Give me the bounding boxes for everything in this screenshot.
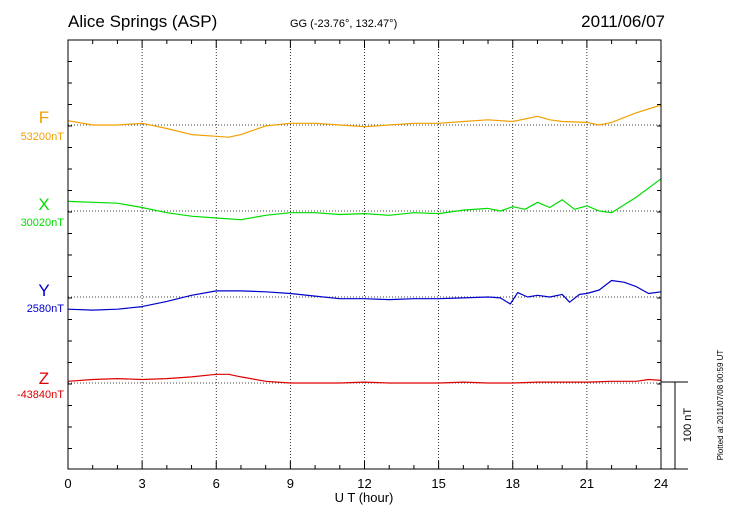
x-tick-label-15: 15	[431, 476, 445, 491]
x-tick-label-9: 9	[287, 476, 294, 491]
x-tick-label-0: 0	[64, 476, 71, 491]
x-tick-label-3: 3	[139, 476, 146, 491]
chart-subtitle: GG (-23.76°, 132.47°)	[290, 18, 397, 30]
x-tick-labels: 0 3 6 9 12 15 18 21 24	[64, 476, 668, 491]
series-baseline-Z: -43840nT	[17, 389, 64, 401]
series-name-F: F	[39, 108, 49, 127]
series-labels: F 53200nT X 30020nT Y 2580nT Z-43840nT	[17, 108, 64, 401]
scale-bar-label: 100 nT	[682, 408, 694, 443]
scale-bar: 100 nT	[661, 381, 694, 470]
series-line-F	[67, 104, 662, 138]
chart-date: 2011/06/07	[581, 12, 665, 31]
series-name-Y: Y	[38, 281, 49, 300]
x-axis-label: U T (hour)	[335, 490, 394, 505]
series-lines	[67, 104, 662, 384]
x-tick-label-24: 24	[654, 476, 668, 491]
x-tick-label-12: 12	[357, 476, 371, 491]
series-line-Y	[67, 279, 662, 311]
x-tick-label-6: 6	[213, 476, 220, 491]
plot-frame	[67, 39, 662, 470]
plotted-note: Plotted at 2011/07/08 00:59 UT	[716, 350, 725, 461]
series-line-X	[67, 178, 662, 221]
x-tick-label-21: 21	[580, 476, 594, 491]
axis-ticks	[67, 39, 662, 469]
series-baseline-F: 53200nT	[21, 131, 65, 143]
chart-title: Alice Springs (ASP)	[68, 12, 217, 31]
series-name-X: X	[38, 195, 49, 214]
x-tick-label-18: 18	[506, 476, 520, 491]
series-baseline-X: 30020nT	[21, 217, 65, 229]
series-line-Z	[67, 373, 662, 384]
series-name-Z: Z	[39, 369, 49, 388]
grid	[141, 40, 588, 469]
series-baseline-Y: 2580nT	[27, 303, 65, 315]
